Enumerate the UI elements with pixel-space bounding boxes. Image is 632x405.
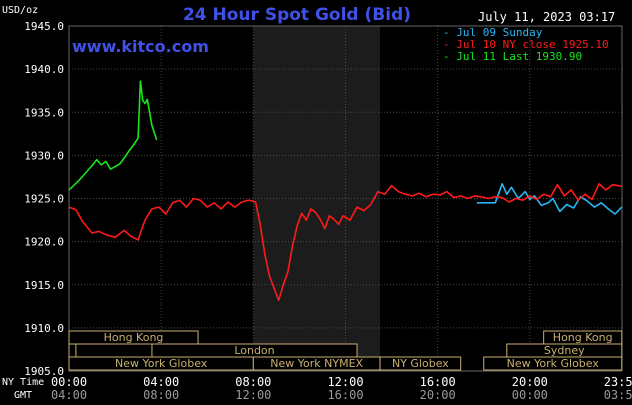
x-tick-label-ny: 16:00 (420, 375, 456, 389)
y-tick-label: 1930.0 (24, 149, 64, 162)
grid (68, 25, 623, 372)
gmt-axis-label: GMT (14, 390, 32, 401)
x-tick-label-ny: 12:00 (327, 375, 363, 389)
y-tick-label: 1935.0 (24, 106, 64, 119)
y-tick-label: 1945.0 (24, 20, 64, 33)
x-tick-labels: 00:0004:0008:0012:0016:0020:0023:5904:00… (51, 375, 632, 402)
y-tick-label: 1910.0 (24, 322, 64, 335)
series-line-1 (68, 183, 622, 302)
y-tick-label: 1905.0 (24, 365, 64, 378)
legend-entry-jul09: - Jul 09 Sunday (443, 26, 543, 39)
session-label: New York Globex (507, 357, 600, 370)
session-label: London (234, 344, 274, 357)
x-tick-label-gmt: 08:00 (143, 388, 179, 402)
x-tick-label-gmt: 04:00 (51, 388, 87, 402)
x-tick-label-gmt: 20:00 (420, 388, 456, 402)
session-label: New York Globex (115, 357, 208, 370)
watermark-text: www.kitco.com (72, 37, 209, 56)
timestamp-text: July 11, 2023 03:17 (478, 10, 615, 24)
session-label: New York NYMEX (270, 357, 363, 370)
legend-entry-jul11: - Jul 11 Last 1930.90 (443, 50, 582, 63)
y-tick-label: 1925.0 (24, 193, 64, 206)
ny-time-axis-label: NY Time (2, 377, 44, 388)
session-label: NY Globex (392, 357, 449, 370)
legend-entry-jul10: - Jul 10 NY close 1925.10 (443, 38, 609, 51)
x-tick-label-ny: 08:00 (235, 375, 271, 389)
session-box (68, 343, 77, 358)
x-tick-label-ny: 20:00 (512, 375, 548, 389)
series-line-2 (68, 80, 158, 191)
session-box (68, 330, 199, 345)
y-tick-labels: 1945.0 1940.0 1935.0 1930.0 1925.0 1920.0 1915… (24, 20, 64, 378)
series-lines (68, 80, 623, 302)
session-label: Sydney (544, 344, 585, 357)
y-tick-label: 1915.0 (24, 279, 64, 292)
y-tick-label: 1940.0 (24, 63, 64, 76)
plot-frame (68, 25, 623, 372)
x-tick-label-ny: 23:59 (604, 375, 632, 389)
x-tick-label-ny: 04:00 (143, 375, 179, 389)
x-tick-label-ny: 00:00 (51, 375, 87, 389)
session-label: Hong Kong (104, 331, 164, 344)
series-line-0 (476, 183, 623, 215)
session-box (483, 356, 623, 371)
nymex-highlight-band (253, 26, 381, 371)
x-tick-label-gmt: 00:00 (512, 388, 548, 402)
legend: - Jul 09 Sunday - Jul 10 NY close 1925.1… (443, 26, 609, 63)
chart-title: 24 Hour Spot Gold (Bid) (183, 5, 411, 25)
x-tick-label-gmt: 03:59 (604, 388, 632, 402)
session-box (379, 356, 462, 371)
session-label: Hong Kong (553, 331, 613, 344)
y-axis-label: USD/oz (2, 5, 38, 16)
x-tick-label-gmt: 12:00 (235, 388, 271, 402)
y-tick-label: 1920.0 (24, 236, 64, 249)
x-tick-label-gmt: 16:00 (327, 388, 363, 402)
